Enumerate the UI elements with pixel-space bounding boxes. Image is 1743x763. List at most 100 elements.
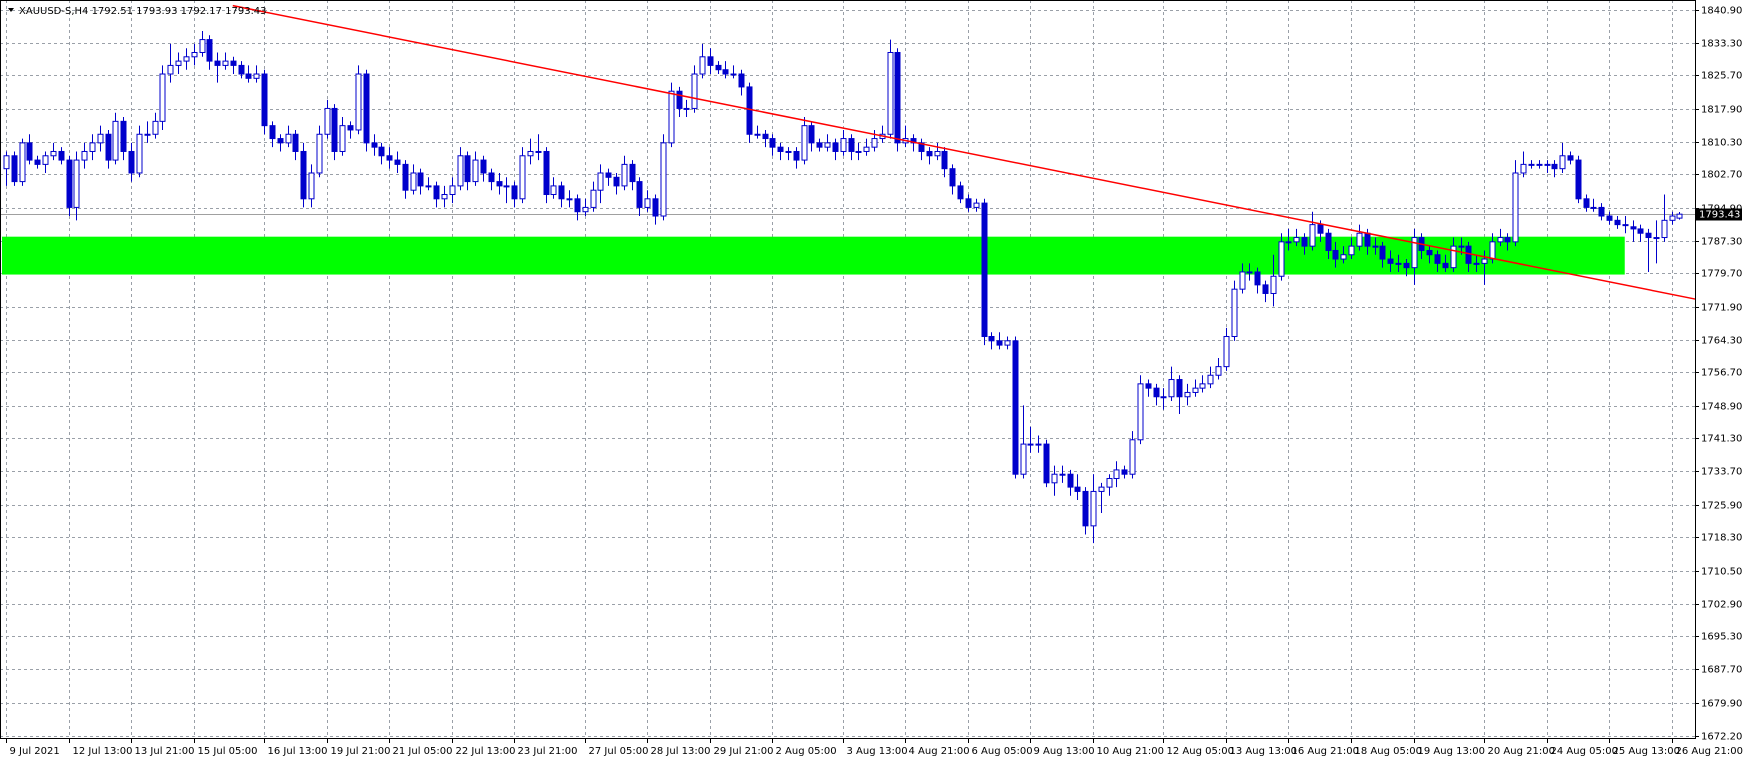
candle-body <box>597 172 604 191</box>
candle-body <box>277 138 284 144</box>
candle-body <box>1450 245 1457 269</box>
x-tick-label: 9 Aug 13:00 <box>1034 746 1095 757</box>
candle-body <box>1340 254 1347 260</box>
candle-body <box>285 133 292 144</box>
candle-body <box>1027 443 1034 446</box>
candle-body <box>668 90 675 144</box>
candle-body <box>754 133 761 136</box>
y-tick-label: 1779.70 <box>1701 269 1742 280</box>
axis-layer: 1840.90 1833.30 1825.70 1817.90 1810.30 1802.… <box>6 6 1743 757</box>
candle-body <box>715 64 722 71</box>
candle-body <box>1270 275 1277 294</box>
candle-body <box>1653 237 1660 240</box>
candle-body <box>832 142 839 152</box>
candle-body <box>1254 271 1261 286</box>
x-tick-label: 16 Jul 13:00 <box>268 746 328 757</box>
candle-body <box>167 64 174 75</box>
y-tick-label: 1710.50 <box>1701 567 1742 578</box>
candle-body <box>527 150 534 157</box>
candle-body <box>363 73 370 144</box>
candle-body <box>871 138 878 148</box>
candle-body <box>441 194 448 200</box>
candle-body <box>1465 245 1472 264</box>
candle-body <box>1121 469 1128 475</box>
candle-layer <box>3 30 1683 544</box>
candle-body <box>1153 387 1160 398</box>
candle-body <box>613 176 620 187</box>
candle-body <box>1098 486 1105 492</box>
candle-body <box>1317 224 1324 234</box>
candle-body <box>722 69 729 75</box>
x-tick-label: 3 Aug 13:00 <box>847 746 908 757</box>
candle-body <box>1356 232 1363 247</box>
candle-body <box>488 172 495 183</box>
candle-body <box>926 150 933 157</box>
candle-body <box>1481 258 1488 264</box>
x-tick-label: 25 Aug 13:00 <box>1613 746 1680 757</box>
candle-body <box>1293 237 1300 243</box>
overlay-layer <box>232 4 1696 300</box>
plot-frame <box>0 0 1696 739</box>
candle-body <box>676 90 683 109</box>
candle-body <box>472 159 479 183</box>
x-tick-label: 12 Jul 13:00 <box>73 746 133 757</box>
candle-body <box>1630 226 1637 230</box>
candle-body <box>590 189 597 208</box>
candle-body <box>1239 271 1246 290</box>
candle-body <box>660 142 667 217</box>
candle-body <box>81 150 88 161</box>
candle-body <box>848 138 855 152</box>
candle-body <box>300 150 307 200</box>
x-tick-label: 20 Aug 21:00 <box>1488 746 1555 757</box>
x-tick-label: 9 Jul 2021 <box>10 746 60 757</box>
y-tick-label: 1718.30 <box>1701 533 1742 544</box>
candle-body <box>1637 228 1644 234</box>
menu-arrow[interactable] <box>8 8 14 12</box>
candle-body <box>26 142 33 161</box>
candle-body <box>574 198 581 213</box>
candle-body <box>1231 288 1238 338</box>
candle-body <box>699 56 706 75</box>
candle-body <box>793 150 800 161</box>
candle-body <box>1043 443 1050 484</box>
candle-body <box>105 133 112 161</box>
x-tick-label: 18 Aug 05:00 <box>1355 746 1422 757</box>
candle-body <box>425 185 432 188</box>
candle-body <box>1434 254 1441 264</box>
candle-body <box>550 185 557 196</box>
y-tick-label: 1817.90 <box>1701 105 1742 116</box>
candle-body <box>175 60 182 66</box>
candle-body <box>1301 237 1308 247</box>
candle-body <box>1559 155 1566 170</box>
candle-body <box>1551 163 1558 170</box>
candle-body <box>261 73 268 127</box>
candle-body <box>183 56 190 62</box>
candle-body <box>1661 219 1668 239</box>
candle-body <box>253 73 260 79</box>
candle-body <box>11 155 18 183</box>
candle-body <box>503 185 510 188</box>
candle-body <box>1176 379 1183 398</box>
candle-body <box>1051 473 1058 484</box>
candle-body <box>965 198 972 208</box>
candle-body <box>1192 387 1199 393</box>
candle-body <box>292 133 299 152</box>
candle-body <box>1113 469 1120 480</box>
candle-body <box>683 107 690 110</box>
x-tick-label: 23 Jul 21:00 <box>518 746 578 757</box>
candle-body <box>855 150 862 153</box>
candle-body <box>89 142 96 152</box>
candle-body <box>629 163 636 183</box>
candle-body <box>769 138 776 148</box>
candle-body <box>1528 163 1535 166</box>
y-tick-label: 1825.70 <box>1701 71 1742 82</box>
candle-body <box>1199 383 1206 389</box>
candle-body <box>238 64 245 75</box>
candle-body <box>1067 473 1074 488</box>
candle-body <box>449 185 456 196</box>
y-tick-label: 1756.70 <box>1701 368 1742 379</box>
candle-body <box>652 198 659 217</box>
y-tick-label: 1748.90 <box>1701 402 1742 413</box>
